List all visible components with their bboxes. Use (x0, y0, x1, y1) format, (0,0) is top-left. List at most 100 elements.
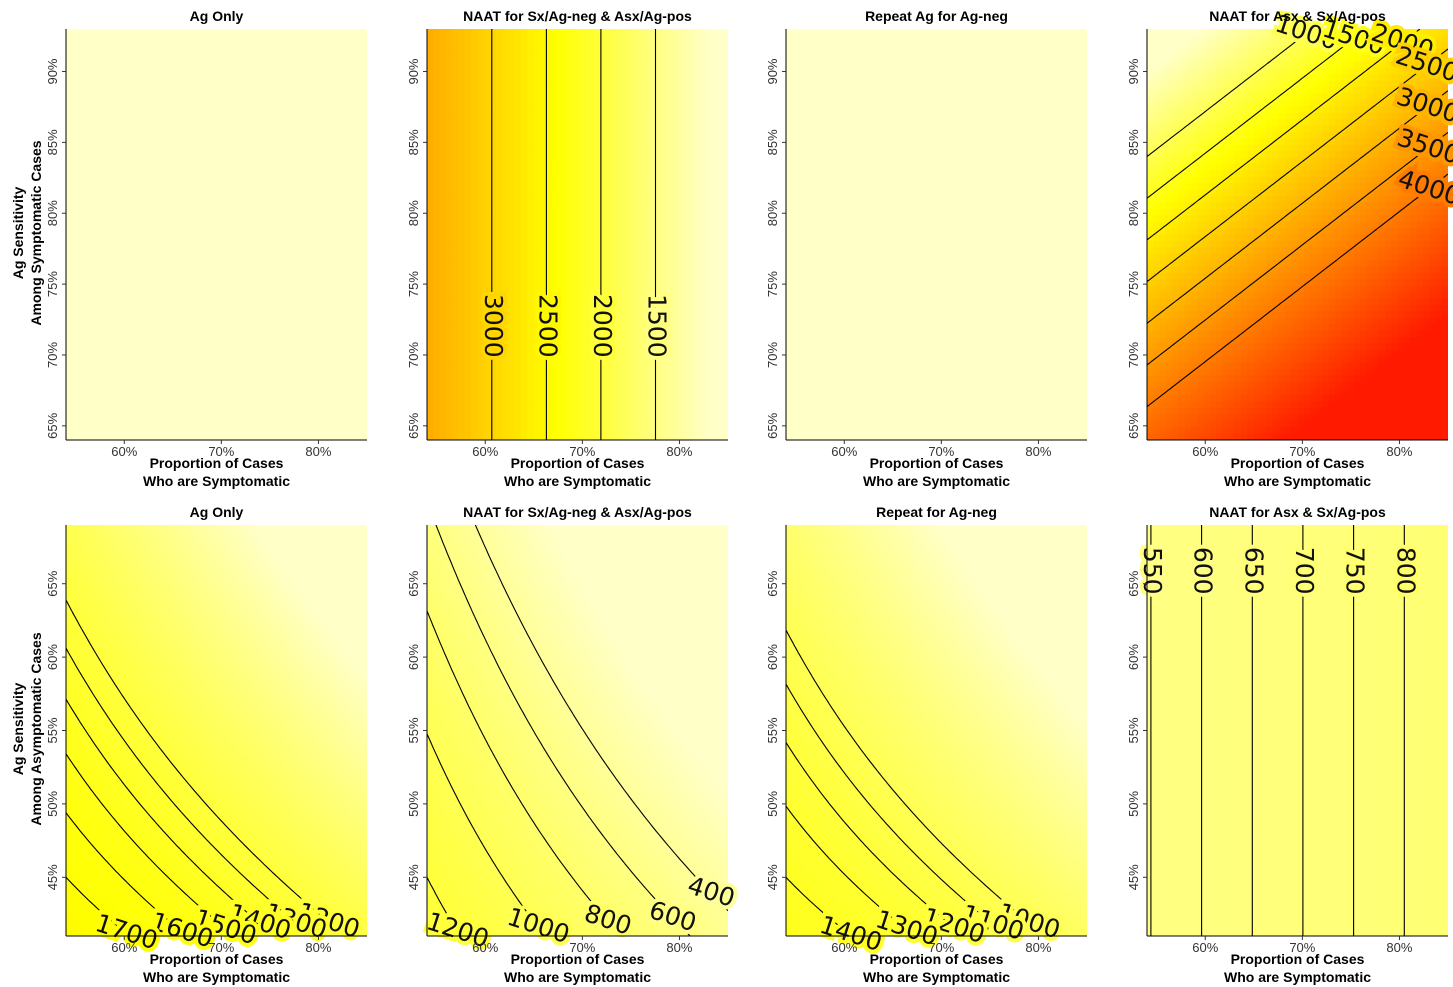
x-tick-label: 70% (1289, 940, 1315, 955)
y-tick-label: 90% (1126, 58, 1141, 84)
y-tick-label: 90% (45, 58, 60, 84)
contour-line-3000 (1147, 90, 1448, 324)
panel-8: 550 600 650 700 750 800 60% 70% 80% 45% 50% 55% 60% 6… (1126, 504, 1448, 985)
x-tick-label: 70% (208, 444, 234, 459)
x-axis-label: Proportion of Cases (511, 455, 645, 471)
y-tick-label: 80% (406, 200, 421, 226)
heatmap-fill (786, 29, 1087, 440)
contour-label: 650 (1239, 547, 1268, 595)
x-axis-label: Proportion of Cases (1231, 455, 1365, 471)
y-tick-label: 70% (45, 342, 60, 368)
x-tick-label: 70% (1289, 444, 1315, 459)
y-tick-label: 65% (406, 412, 421, 438)
y-tick-label: 50% (406, 790, 421, 816)
panel-title: Repeat Ag for Ag-neg (865, 8, 1008, 24)
y-tick-label: 85% (765, 129, 780, 155)
heatmap-fill (66, 525, 367, 936)
x-axis-label: Who are Symptomatic (1224, 969, 1371, 985)
contour-lines (1147, 29, 1448, 408)
x-tick-label: 60% (1192, 940, 1218, 955)
row2-ylabel-line2: Among Asymptomatic Cases (28, 632, 44, 825)
x-tick-label: 60% (1192, 444, 1218, 459)
y-tick-label: 65% (406, 570, 421, 596)
y-tick-label: 60% (406, 644, 421, 670)
y-tick-label: 65% (45, 412, 60, 438)
x-tick-label: 80% (1025, 940, 1051, 955)
y-tick-label: 60% (765, 644, 780, 670)
contour-line-1200 (786, 742, 966, 936)
row2-ylabel-line1: Ag Sensitivity (10, 683, 26, 776)
contour-label: 2000 (588, 294, 617, 358)
y-tick-label: 85% (45, 129, 60, 155)
x-tick-label: 80% (305, 940, 331, 955)
x-axis-label: Proportion of Cases (511, 951, 645, 967)
contour-line-1000 (1147, 29, 1313, 158)
contour-line-4000 (1147, 173, 1448, 408)
x-tick-label: 80% (666, 444, 692, 459)
x-tick-label: 60% (111, 444, 137, 459)
contour-line-400 (474, 525, 728, 912)
contour-line-1600 (66, 812, 188, 936)
y-tick-label: 50% (1126, 790, 1141, 816)
x-axis-label: Proportion of Cases (870, 455, 1004, 471)
y-tick-label: 85% (1126, 129, 1141, 155)
y-tick-label: 75% (1126, 271, 1141, 297)
contour-label: 800 (1391, 547, 1420, 595)
contour-line-1300 (786, 805, 916, 936)
panel-title: NAAT for Sx/Ag-neg & Asx/Ag-pos (463, 8, 692, 24)
x-tick-label: 70% (928, 444, 954, 459)
x-tick-label: 70% (569, 444, 595, 459)
contour-line-1400 (66, 698, 276, 936)
x-axis-label: Who are Symptomatic (143, 473, 290, 489)
x-tick-label: 60% (472, 940, 498, 955)
contour-line-1200 (66, 599, 346, 936)
y-tick-label: 80% (765, 200, 780, 226)
y-tick-label: 60% (45, 644, 60, 670)
x-tick-label: 60% (472, 444, 498, 459)
contour-line-800 (427, 610, 622, 936)
y-tick-label: 55% (765, 717, 780, 743)
y-tick-label: 70% (406, 342, 421, 368)
contour-label: 1500 (643, 294, 672, 358)
contour-lines (491, 29, 657, 440)
contour-lines (1150, 525, 1405, 936)
y-tick-label: 50% (765, 790, 780, 816)
y-tick-label: 45% (406, 864, 421, 890)
contour-lines (427, 525, 728, 936)
x-tick-label: 60% (831, 444, 857, 459)
heatmap-fill (66, 29, 367, 440)
contour-line-1000 (427, 733, 546, 936)
x-tick-label: 70% (569, 940, 595, 955)
y-tick-label: 75% (45, 271, 60, 297)
contour-label: 750 (1341, 547, 1370, 595)
x-tick-label: 80% (305, 444, 331, 459)
panel-title: NAAT for Asx & Sx/Ag-pos (1209, 504, 1386, 520)
y-tick-label: 70% (1126, 342, 1141, 368)
contour-label: 3000 (479, 294, 508, 358)
panel-2: 3000 2500 2000 1500 60% 70% 80% 65% 70% 75% 80% 85%… (406, 8, 728, 489)
heatmap-fill (427, 525, 728, 936)
contour-line-600 (435, 525, 691, 936)
y-tick-label: 45% (45, 864, 60, 890)
x-tick-label: 70% (928, 940, 954, 955)
panel-3: 60% 70% 80% 65% 70% 75% 80% 85% 90% Repeat Ag for… (765, 8, 1087, 489)
y-tick-label: 90% (406, 58, 421, 84)
x-axis-label: Proportion of Cases (150, 455, 284, 471)
contour-line-1300 (66, 647, 313, 936)
y-tick-label: 50% (45, 790, 60, 816)
y-tick-label: 80% (1126, 200, 1141, 226)
contour-lines (66, 599, 346, 936)
heatmap-fill (427, 29, 728, 440)
y-tick-label: 90% (765, 58, 780, 84)
contour-line-1400 (786, 876, 853, 936)
contour-label: 550 (1138, 547, 1167, 595)
y-tick-label: 55% (45, 717, 60, 743)
y-tick-label: 65% (45, 570, 60, 596)
y-tick-label: 55% (406, 717, 421, 743)
panel-title: Ag Only (190, 8, 244, 24)
contour-line-2500 (1147, 48, 1448, 283)
contour-line-3500 (1147, 131, 1448, 366)
